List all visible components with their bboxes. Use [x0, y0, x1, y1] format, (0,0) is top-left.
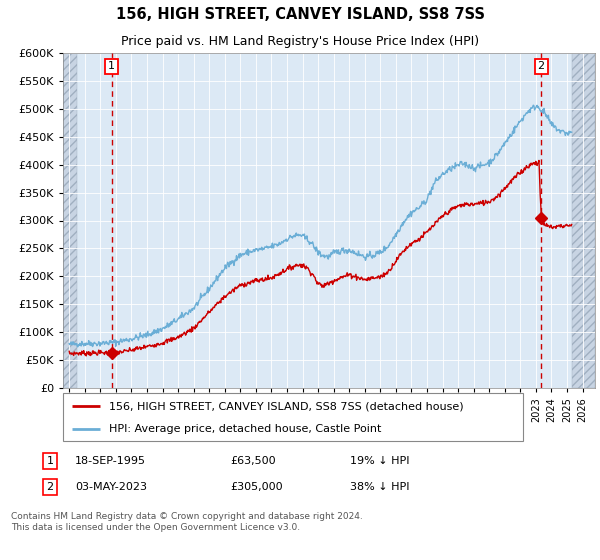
Text: 18-SEP-1995: 18-SEP-1995 [75, 456, 146, 466]
Bar [572, 53, 595, 388]
Text: 38% ↓ HPI: 38% ↓ HPI [350, 482, 409, 492]
Text: 156, HIGH STREET, CANVEY ISLAND, SS8 7SS (detached house): 156, HIGH STREET, CANVEY ISLAND, SS8 7SS… [109, 402, 464, 412]
Text: HPI: Average price, detached house, Castle Point: HPI: Average price, detached house, Cast… [109, 424, 382, 434]
Text: 1: 1 [47, 456, 53, 466]
Text: £305,000: £305,000 [230, 482, 283, 492]
Text: Contains HM Land Registry data © Crown copyright and database right 2024.
This d: Contains HM Land Registry data © Crown c… [11, 512, 362, 531]
Text: 1: 1 [108, 62, 115, 71]
Text: 2: 2 [46, 482, 53, 492]
FancyBboxPatch shape [63, 393, 523, 441]
Text: 2: 2 [538, 62, 545, 71]
Text: £63,500: £63,500 [230, 456, 275, 466]
Bar [572, 53, 595, 388]
Text: 03-MAY-2023: 03-MAY-2023 [75, 482, 147, 492]
Text: Price paid vs. HM Land Registry's House Price Index (HPI): Price paid vs. HM Land Registry's House … [121, 35, 479, 48]
Bar [63, 53, 77, 388]
Text: 156, HIGH STREET, CANVEY ISLAND, SS8 7SS: 156, HIGH STREET, CANVEY ISLAND, SS8 7SS [115, 7, 485, 22]
Bar [63, 53, 77, 388]
Text: 19% ↓ HPI: 19% ↓ HPI [350, 456, 409, 466]
